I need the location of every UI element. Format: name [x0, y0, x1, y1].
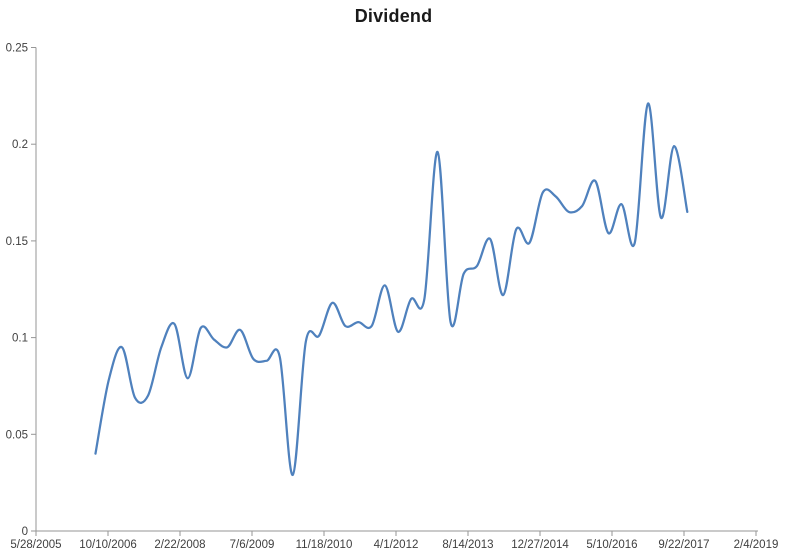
y-tick-label: 0.05 [6, 429, 28, 441]
x-tick-label: 7/6/2009 [230, 539, 275, 551]
x-tick-label: 4/1/2012 [374, 539, 419, 551]
y-tick-label: 0.1 [12, 333, 28, 345]
x-tick-label: 5/28/2005 [10, 539, 61, 551]
x-tick-label: 2/4/2019 [734, 539, 779, 551]
x-tick-label: 11/18/2010 [296, 539, 353, 551]
x-tick-label: 5/10/2016 [586, 539, 637, 551]
series-line-dividend [94, 102, 689, 477]
chart-title: Dividend [354, 6, 433, 26]
x-tick-label: 8/14/2013 [442, 539, 493, 551]
x-tick-label: 2/22/2008 [154, 539, 205, 551]
y-tick-label: 0 [22, 526, 28, 538]
x-tick-label: 9/22/2017 [658, 539, 709, 551]
y-tick-label: 0.15 [6, 236, 28, 248]
y-tick-label: 0.25 [6, 43, 28, 55]
y-tick-label: 0.2 [12, 139, 28, 151]
x-tick-label: 10/10/2006 [79, 539, 137, 551]
x-tick-label: 12/27/2014 [511, 539, 569, 551]
